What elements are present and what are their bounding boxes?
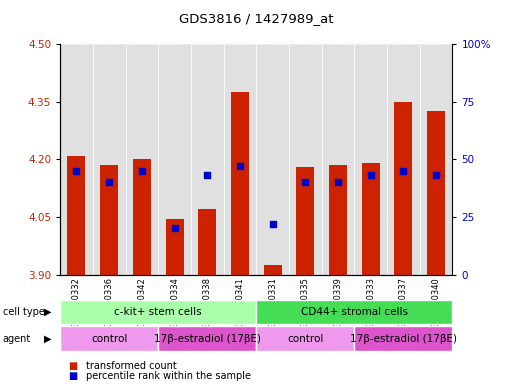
- FancyBboxPatch shape: [355, 44, 387, 275]
- Bar: [231, 92, 249, 275]
- Text: 17β-estradiol (17βE): 17β-estradiol (17βE): [350, 334, 457, 344]
- Text: CD44+ stromal cells: CD44+ stromal cells: [301, 307, 408, 317]
- Bar: [166, 219, 184, 275]
- Bar: [362, 163, 380, 275]
- Bar: [394, 102, 412, 275]
- Bar: [256, 326, 355, 351]
- Bar: [158, 326, 256, 351]
- Text: control: control: [287, 334, 324, 344]
- Text: ■: ■: [68, 361, 77, 371]
- Point: [105, 179, 113, 185]
- Point: [203, 172, 211, 179]
- Point: [334, 179, 342, 185]
- Text: 17β-estradiol (17βE): 17β-estradiol (17βE): [154, 334, 261, 344]
- FancyBboxPatch shape: [158, 44, 191, 275]
- Text: c-kit+ stem cells: c-kit+ stem cells: [115, 307, 202, 317]
- Point: [268, 221, 277, 227]
- FancyBboxPatch shape: [191, 44, 224, 275]
- Point: [399, 168, 407, 174]
- FancyBboxPatch shape: [322, 44, 355, 275]
- Point: [170, 225, 179, 232]
- FancyBboxPatch shape: [224, 44, 256, 275]
- Text: cell type: cell type: [3, 307, 44, 317]
- Bar: [60, 300, 256, 324]
- Bar: [264, 265, 281, 275]
- Point: [72, 168, 81, 174]
- Text: percentile rank within the sample: percentile rank within the sample: [86, 371, 251, 381]
- Bar: [67, 156, 85, 275]
- FancyBboxPatch shape: [289, 44, 322, 275]
- Point: [367, 172, 375, 179]
- Bar: [60, 326, 158, 351]
- Bar: [355, 326, 452, 351]
- Bar: [133, 159, 151, 275]
- FancyBboxPatch shape: [387, 44, 419, 275]
- FancyBboxPatch shape: [126, 44, 158, 275]
- Point: [432, 172, 440, 179]
- Text: agent: agent: [3, 334, 31, 344]
- Bar: [329, 165, 347, 275]
- Text: ▶: ▶: [44, 334, 52, 344]
- Point: [301, 179, 310, 185]
- FancyBboxPatch shape: [419, 44, 452, 275]
- Bar: [100, 165, 118, 275]
- Bar: [256, 300, 452, 324]
- Text: ■: ■: [68, 371, 77, 381]
- Bar: [427, 111, 445, 275]
- FancyBboxPatch shape: [256, 44, 289, 275]
- Bar: [198, 209, 216, 275]
- Point: [138, 168, 146, 174]
- Text: GDS3816 / 1427989_at: GDS3816 / 1427989_at: [179, 12, 334, 25]
- Text: transformed count: transformed count: [86, 361, 177, 371]
- FancyBboxPatch shape: [93, 44, 126, 275]
- Bar: [297, 167, 314, 275]
- Text: ▶: ▶: [44, 307, 52, 317]
- Point: [236, 163, 244, 169]
- Text: control: control: [91, 334, 128, 344]
- FancyBboxPatch shape: [60, 44, 93, 275]
